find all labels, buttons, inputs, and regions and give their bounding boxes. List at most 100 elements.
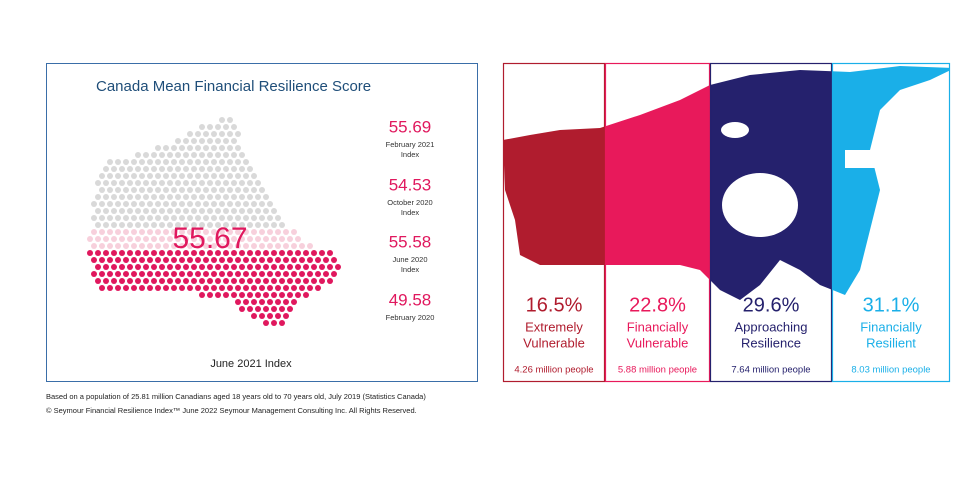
map-dot [175,180,181,186]
map-dot [299,243,305,249]
map-dot [99,201,105,207]
map-dot [107,285,113,291]
map-dot [215,208,221,214]
map-dot [219,173,225,179]
map-dot [187,201,193,207]
map-dot [151,264,157,270]
map-dot [227,285,233,291]
footnote: © Seymour Financial Resilience Index™ Ju… [46,406,417,415]
map-dot [215,138,221,144]
map-dot [159,222,165,228]
map-dot [115,201,121,207]
map-dot [195,257,201,263]
map-dot [163,243,169,249]
map-dot [107,257,113,263]
map-dot [251,229,257,235]
map-dot [307,285,313,291]
strait [845,150,875,168]
map-dot [111,264,117,270]
map-dot [183,208,189,214]
dot-map [87,117,341,326]
map-dot [223,194,229,200]
map-dot [223,236,229,242]
map-dot [243,159,249,165]
map-dot [263,236,269,242]
map-dot [199,166,205,172]
map-dot [167,194,173,200]
map-dot [151,194,157,200]
map-dot [131,229,137,235]
map-dot [323,271,329,277]
map-dot [219,257,225,263]
map-dot [159,194,165,200]
segment-frame [604,62,711,383]
map-dot [195,173,201,179]
map-dot [103,194,109,200]
map-dot [159,236,165,242]
map-dot [215,292,221,298]
map-dot [155,145,161,151]
map-dot [167,236,173,242]
map-dot [203,159,209,165]
map-dot [227,131,233,137]
map-dot [231,180,237,186]
map-dot [251,299,257,305]
map-dot [99,229,105,235]
map-dot [307,271,313,277]
map-dot [103,264,109,270]
map-dot [287,250,293,256]
map-dot [219,229,225,235]
map-dot [227,145,233,151]
map-dot [255,278,261,284]
map-dot [179,271,185,277]
map-dot [107,243,113,249]
map-dot [239,264,245,270]
map-dot [107,229,113,235]
map-dot [183,222,189,228]
map-dot [291,285,297,291]
map-dot [191,138,197,144]
map-dot [315,271,321,277]
map-dot [279,236,285,242]
map-dot [183,264,189,270]
map-dot [167,208,173,214]
map-dot [151,208,157,214]
map-dot [151,236,157,242]
map-dot [123,215,129,221]
map-dot [211,159,217,165]
map-dot [151,180,157,186]
map-dot [323,257,329,263]
map-dot [279,222,285,228]
map-dot [207,278,213,284]
map-dot [95,278,101,284]
map-dot [227,173,233,179]
map-dot [199,180,205,186]
segment-label: Resilient [866,335,916,350]
map-dot [235,243,241,249]
map-dot [163,187,169,193]
history-label: Index [401,265,420,274]
map-dot [263,278,269,284]
map-dot [187,159,193,165]
map-dot [287,278,293,284]
map-dot [107,201,113,207]
map-dot [219,271,225,277]
map-dot [259,299,265,305]
map-dot [247,250,253,256]
map-dot [127,278,133,284]
map-dot [183,194,189,200]
map-dot [267,243,273,249]
map-dot [179,257,185,263]
map-dot [199,264,205,270]
map-dot [259,201,265,207]
map-dot [155,257,161,263]
map-dot [283,271,289,277]
map-dot [287,236,293,242]
map-dot [251,201,257,207]
map-dot [283,299,289,305]
map-dot [179,285,185,291]
map-dot [299,257,305,263]
map-dot [223,166,229,172]
map-dot [207,180,213,186]
